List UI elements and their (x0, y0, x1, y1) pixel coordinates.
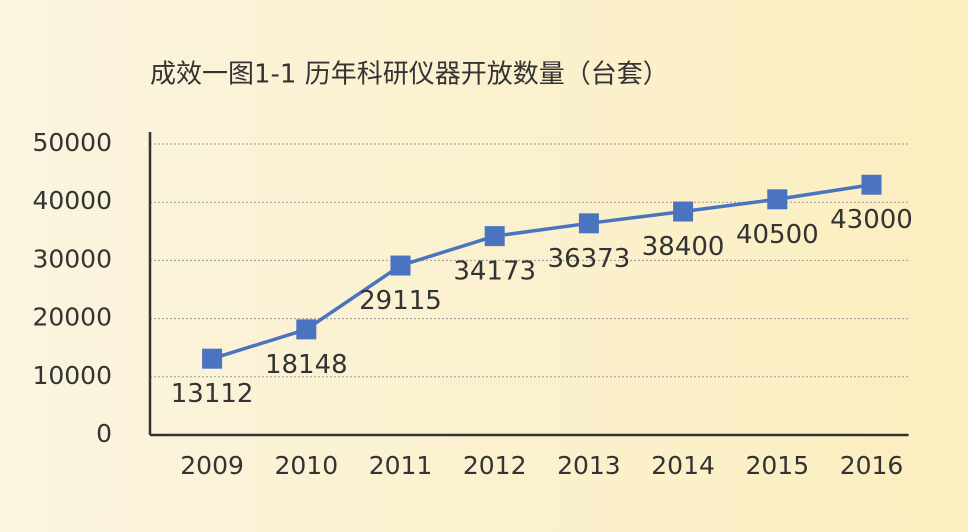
marker (861, 174, 882, 195)
data-label: 34173 (453, 257, 536, 287)
marker (390, 255, 411, 276)
data-label: 13112 (171, 379, 254, 409)
y-tick-label: 10000 (32, 361, 112, 390)
line (211, 183, 872, 361)
x-tick-label: 2015 (745, 451, 809, 480)
x-tick-label: 2010 (274, 451, 338, 480)
marker (202, 348, 223, 369)
y-tick-label: 40000 (32, 186, 112, 215)
y-tick-label: 30000 (32, 244, 112, 273)
y-tick-label: 20000 (32, 303, 112, 332)
chart-title: 成效一图1-1 历年科研仪器开放数量（台套） (150, 60, 669, 90)
x-tick-label: 2012 (463, 451, 527, 480)
data-label: 40500 (736, 220, 819, 250)
x-tick-label: 2014 (651, 451, 715, 480)
x-tick-label: 2016 (840, 451, 904, 480)
marker (767, 189, 788, 210)
y-tick-label: 50000 (32, 128, 112, 157)
marker (484, 226, 505, 247)
data-label: 38400 (642, 232, 725, 262)
data-label: 36373 (548, 244, 631, 274)
y-tick-label: 0 (96, 419, 112, 448)
marker (578, 213, 599, 234)
x-tick-label: 2009 (180, 451, 244, 480)
data-label: 29115 (359, 286, 442, 316)
data-label: 18148 (265, 350, 348, 380)
data-label: 43000 (830, 205, 913, 235)
x-tick-label: 2011 (369, 451, 433, 480)
marker (673, 201, 694, 222)
x-tick-label: 2013 (557, 451, 621, 480)
marker (296, 319, 317, 340)
